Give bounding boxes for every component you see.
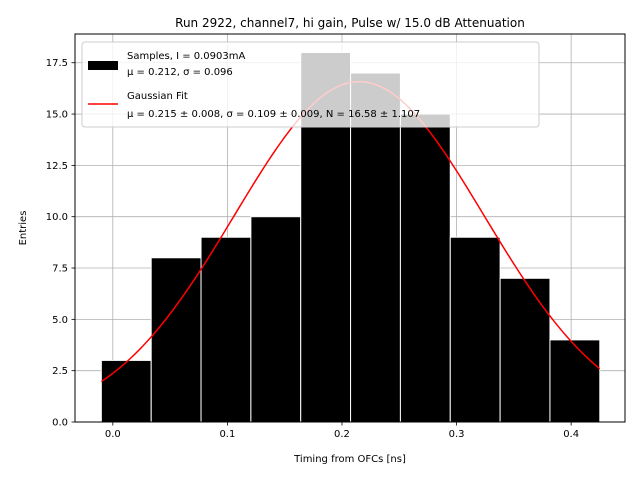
y-axis-label: Entries: [18, 211, 29, 246]
legend-box: [81, 41, 540, 128]
x-tick-label: 0.0: [105, 429, 121, 440]
x-axis-label: Timing from OFCs [ns]: [293, 454, 406, 465]
legend-fit-label: Gaussian Fit: [127, 91, 188, 102]
y-tick-label: 5.0: [52, 315, 68, 326]
histogram-bar: [250, 216, 302, 423]
x-axis: 0.0 0.1 0.2 0.3 0.4: [105, 422, 579, 440]
legend: Samples, I = 0.0903mA μ = 0.212, σ = 0.0…: [81, 41, 540, 128]
legend-samples-label: Samples, I = 0.0903mA: [127, 51, 245, 62]
histogram-bar: [100, 359, 152, 423]
x-tick-label: 0.1: [219, 429, 235, 440]
legend-fit-stats: μ = 0.215 ± 0.008, σ = 0.109 ± 0.009, N …: [127, 109, 420, 120]
y-tick-label: 15.0: [46, 110, 68, 121]
histogram-bar: [150, 257, 202, 423]
legend-samples-stats: μ = 0.212, σ = 0.096: [127, 67, 233, 78]
y-tick-label: 7.5: [52, 264, 68, 275]
y-axis: 0.0 2.5 5.0 7.5 10.0 12.5 15.0 17.5: [46, 58, 75, 429]
histogram-bar: [549, 339, 601, 423]
histogram-bar: [499, 277, 551, 423]
y-tick-label: 2.5: [52, 366, 68, 377]
y-tick-label: 12.5: [46, 161, 68, 172]
x-tick-label: 0.4: [563, 429, 579, 440]
x-tick-label: 0.3: [449, 429, 465, 440]
y-tick-label: 0.0: [52, 418, 68, 429]
histogram-bar: [200, 236, 252, 423]
x-tick-label: 0.2: [334, 429, 350, 440]
y-tick-label: 10.0: [46, 212, 68, 223]
histogram-bar: [449, 236, 501, 423]
legend-samples-swatch: [88, 61, 118, 70]
y-tick-label: 17.5: [46, 58, 68, 69]
chart-title: Run 2922, channel7, hi gain, Pulse w/ 15…: [175, 16, 525, 30]
histogram-bar: [399, 113, 451, 423]
plot-frame: [74, 33, 626, 423]
